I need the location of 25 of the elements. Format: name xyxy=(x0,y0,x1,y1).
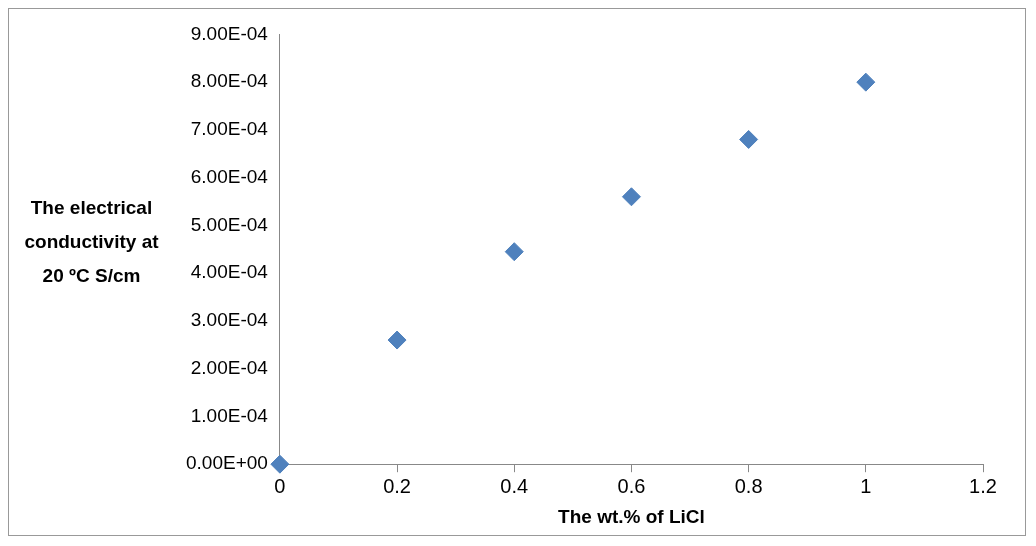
point xyxy=(621,187,641,207)
y-tick-label: 3.00E-04 xyxy=(190,309,269,331)
point xyxy=(739,129,759,149)
y-axis-title: The electrical conductivity at 20 ºC S/cm xyxy=(23,196,160,288)
y-tick-label: 7.00E-04 xyxy=(190,118,269,140)
y-tick-label: 1.00E-04 xyxy=(190,404,269,426)
x-tick-label: 1.2 xyxy=(969,474,997,497)
x-tick-label: 0 xyxy=(274,474,286,497)
x-tick-label: 0.6 xyxy=(617,474,646,497)
y-tick-label: 2.00E-04 xyxy=(190,356,269,378)
point xyxy=(856,72,876,92)
x-tick-label: 0.8 xyxy=(734,474,763,497)
y-tick-label: 9.00E-04 xyxy=(190,22,269,44)
x-tick-label: 0.2 xyxy=(383,474,411,497)
y-tick-label: 8.00E-04 xyxy=(190,70,269,92)
x-tick-label: 1 xyxy=(860,474,872,497)
y-tick-label: 5.00E-04 xyxy=(190,213,269,235)
point xyxy=(387,330,407,350)
y-tick-label: 4.00E-04 xyxy=(190,261,269,283)
y-tick-label: 0.00E+00 xyxy=(185,452,268,474)
y-tick-label: 6.00E-04 xyxy=(190,165,269,187)
point xyxy=(270,454,290,474)
x-tick-label: 0.4 xyxy=(500,474,529,497)
point xyxy=(504,242,524,262)
x-axis-title: The wt.% of LiCl xyxy=(558,505,705,527)
